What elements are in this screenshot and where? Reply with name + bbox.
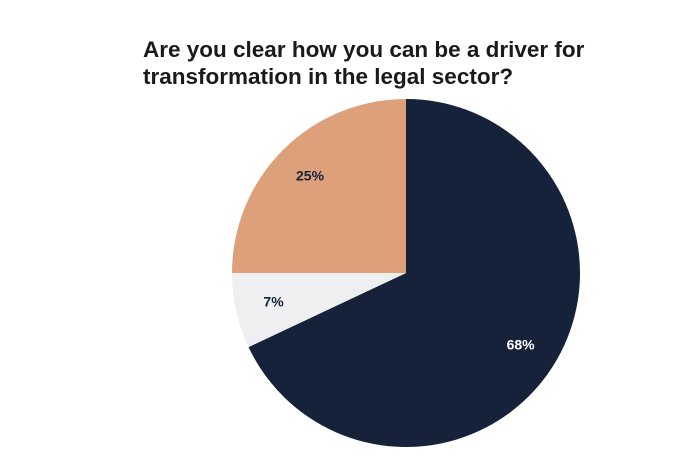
- slice-label: 68%: [507, 336, 536, 352]
- pie-slice: [248, 99, 580, 447]
- slice-label: 7%: [263, 293, 284, 309]
- pie-slice: [232, 99, 406, 273]
- slice-label: 25%: [296, 168, 325, 184]
- pie-slice: [232, 273, 406, 348]
- chart-title: Are you clear how you can be a driver fo…: [143, 37, 585, 89]
